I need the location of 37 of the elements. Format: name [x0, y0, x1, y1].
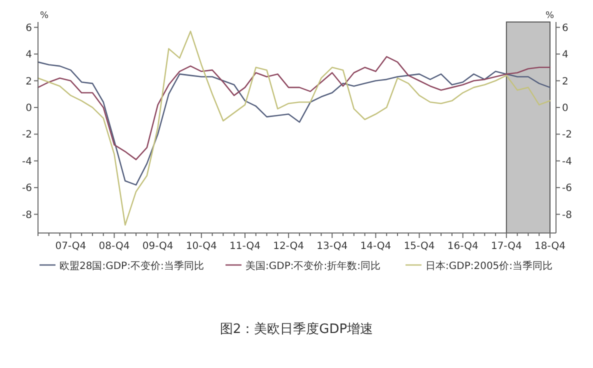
line-series	[37, 61, 551, 186]
x-tick-label: 12-Q4	[273, 241, 304, 252]
y-tick-label: -8	[22, 210, 32, 221]
y2-tick-label: 2	[562, 76, 568, 88]
y-tick-label: 4	[26, 50, 32, 61]
y2-tick-label: 0	[562, 102, 568, 114]
x-tick-label: 18-Q4	[534, 241, 566, 252]
legend-label: 欧盟28国:GDP:不变价:当季同比	[60, 260, 204, 272]
x-tick-label: 16-Q4	[447, 241, 478, 252]
line-series	[37, 30, 551, 226]
x-tick-label: 17-Q4	[490, 241, 522, 252]
y-tick-label: 0	[26, 102, 32, 114]
x-tick-label: 07-Q4	[55, 241, 86, 252]
y-tick-label: -6	[22, 183, 32, 194]
y2-tick-label: -4	[562, 156, 572, 168]
x-tick-label: 09-Q4	[142, 241, 174, 252]
x-tick-label: 13-Q4	[316, 241, 348, 252]
legend-label: 美国:GDP:不变价:折年数:同比	[246, 260, 380, 272]
y2-axis-title: %	[545, 11, 554, 21]
x-tick-label: 10-Q4	[186, 241, 217, 252]
y-tick-label: 6	[26, 22, 32, 34]
legend-label: 日本:GDP:2005价:当季同比	[426, 260, 553, 272]
y-tick-label: 2	[26, 76, 32, 88]
x-tick-label: 11-Q4	[230, 241, 260, 252]
x-tick-label: 14-Q4	[360, 241, 392, 252]
text: 图2：美欧日季度GDP增速	[220, 321, 374, 337]
y2-tick-label: -6	[562, 183, 572, 194]
y2-tick-label: -8	[562, 210, 572, 221]
line-series	[37, 56, 551, 160]
x-tick-label: 08-Q4	[98, 241, 130, 252]
y2-tick-label: 6	[562, 22, 568, 34]
y2-tick-label: 4	[562, 50, 568, 61]
y-tick-label: -4	[22, 156, 32, 168]
x-tick-label: 15-Q4	[404, 241, 435, 252]
y-axis-title: %	[40, 11, 49, 21]
y2-tick-label: -2	[562, 130, 572, 141]
y-tick-label: -2	[22, 130, 32, 141]
